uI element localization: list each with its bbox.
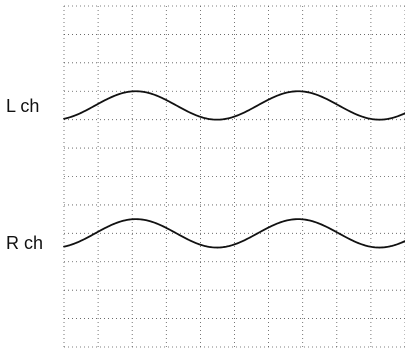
channel-label-r: R ch <box>6 233 43 253</box>
trace-l-channel <box>63 90 405 121</box>
traces <box>63 90 405 249</box>
channel-label-l: L ch <box>6 96 39 116</box>
grid <box>63 5 405 348</box>
channel-labels: L ch R ch <box>6 96 43 253</box>
trace-r-channel <box>63 218 405 249</box>
